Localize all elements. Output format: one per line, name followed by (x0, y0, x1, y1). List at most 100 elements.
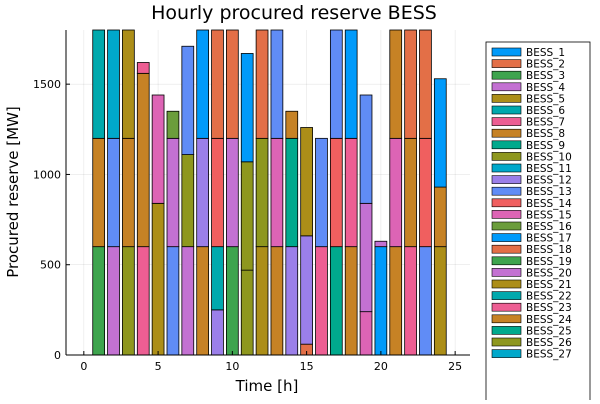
bar-segment-bess-20 (359, 202, 373, 313)
bar-segment-bess-16 (166, 110, 180, 139)
legend-label: BESS_5 (526, 93, 565, 105)
bar-segment-bess-22 (211, 246, 224, 311)
bar-segment-bess-25 (285, 137, 299, 248)
legend-swatch (491, 117, 522, 126)
bar-segment-bess-20 (107, 246, 120, 356)
bar-segment-bess-23 (315, 246, 328, 356)
legend-swatch (491, 140, 522, 150)
bar-segment-bess-26 (240, 269, 254, 356)
bar-segment-bess-13 (107, 137, 120, 248)
legend-label: BESS_13 (526, 186, 572, 198)
legend-swatch (491, 291, 522, 300)
chart-title: Hourly procured reserve BESS (151, 2, 437, 24)
bar-segment-bess-8 (196, 246, 209, 356)
legend-swatch (491, 82, 522, 92)
legend-swatch (491, 233, 522, 242)
bar-segment-bess-23 (344, 137, 358, 248)
y-tick-label: 1500 (33, 78, 61, 91)
bar-segment-bess-23 (136, 246, 150, 356)
legend-label: BESS_1 (526, 47, 565, 59)
bar-segment-bess-8 (285, 110, 299, 139)
bar-segment-bess-14 (329, 137, 343, 248)
legend-swatch (491, 105, 522, 115)
bar-segment-bess-15 (270, 137, 284, 248)
bar-segment-bess-17 (344, 29, 358, 139)
bar-segment-bess-8 (270, 246, 284, 356)
bar-segment-bess-22 (92, 29, 106, 139)
legend-swatch (491, 302, 522, 312)
bar-segment-bess-8 (389, 29, 403, 139)
legend-label: BESS_10 (526, 151, 572, 163)
bar-segment-bess-21 (433, 246, 447, 356)
legend-label: BESS_11 (526, 163, 572, 175)
bar-segment-bess-12 (285, 246, 299, 356)
bar-segment-bess-17 (240, 53, 254, 163)
legend-swatch (491, 337, 522, 347)
bar-segment-bess-18 (419, 29, 432, 139)
legend-label: BESS_3 (526, 70, 565, 82)
legend-swatch (491, 244, 522, 254)
bar-segment-bess-18 (255, 29, 269, 139)
bar-segment-bess-4 (166, 137, 180, 248)
y-tick-label: 1000 (33, 168, 61, 181)
legend-swatch (491, 94, 522, 103)
bar-segment-bess-13 (166, 246, 180, 356)
legend-swatch (491, 326, 522, 335)
legend-swatch (491, 256, 522, 266)
legend-swatch (491, 279, 522, 289)
legend-label: BESS_4 (526, 82, 565, 94)
bar-segment-bess-10 (255, 137, 269, 248)
legend-swatch (491, 186, 522, 196)
bar-segment-bess-15 (359, 311, 373, 356)
legend-label: BESS_8 (526, 128, 565, 140)
legend-label: BESS_18 (526, 244, 572, 256)
legend-swatch (491, 59, 522, 68)
legend-label: BESS_20 (526, 267, 572, 279)
legend-swatch (491, 221, 522, 231)
legend-swatch (491, 163, 522, 173)
x-tick-label: 15 (300, 360, 314, 373)
bar-segment-bess-9 (329, 246, 343, 356)
bar-segment-bess-10 (240, 161, 254, 271)
bar-segment-bess-23 (404, 246, 417, 356)
bar-segment-bess-24 (404, 137, 417, 248)
bar-segment-bess-20 (374, 240, 388, 248)
y-tick-label: 500 (40, 259, 61, 272)
bar-segment-bess-5 (300, 127, 313, 237)
bar-segment-bess-14 (211, 137, 224, 248)
legend-swatch (491, 210, 522, 219)
legend-swatch (491, 349, 522, 358)
legend-label: BESS_6 (526, 105, 565, 117)
bar-segment-bess-13 (315, 137, 328, 248)
legend-swatch (491, 47, 522, 57)
bar-segment-bess-21 (151, 202, 165, 356)
bar-segment-bess-12 (211, 309, 224, 356)
bar-segment-bess-13 (359, 94, 373, 204)
bar-segment-bess-26 (122, 246, 135, 356)
legend-swatch (491, 70, 522, 80)
bar-segment-bess-17 (196, 29, 209, 139)
legend-label: BESS_24 (526, 314, 572, 326)
bar-segment-bess-20 (181, 246, 195, 356)
bar-segment-bess-15 (151, 94, 165, 204)
x-tick-label: 5 (155, 360, 162, 373)
bar-segment-bess-12 (300, 235, 313, 345)
bar-segment-bess-8 (389, 246, 403, 356)
axes-layer: 0 5 10 15 20 25 0 500 1000 1500 (33, 30, 470, 373)
legend-swatch (491, 268, 522, 277)
bar-segment-bess-24 (122, 137, 135, 248)
legend-label: BESS_21 (526, 279, 572, 291)
legend-label: BESS_15 (526, 209, 572, 221)
legend-label: BESS_7 (526, 117, 565, 129)
bar-segment-bess-1 (433, 78, 447, 188)
legend-label: BESS_26 (526, 337, 572, 349)
bar-segment-bess-5 (255, 246, 269, 356)
bar-segment-bess-13 (419, 246, 432, 356)
legend-label: BESS_25 (526, 325, 572, 337)
bar-segment-bess-21 (122, 29, 135, 139)
y-tick-label: 0 (54, 349, 61, 362)
bar-segment-bess-12 (196, 137, 209, 248)
bar-segment-bess-15 (389, 137, 403, 248)
bar-segment-bess-19 (92, 246, 106, 356)
